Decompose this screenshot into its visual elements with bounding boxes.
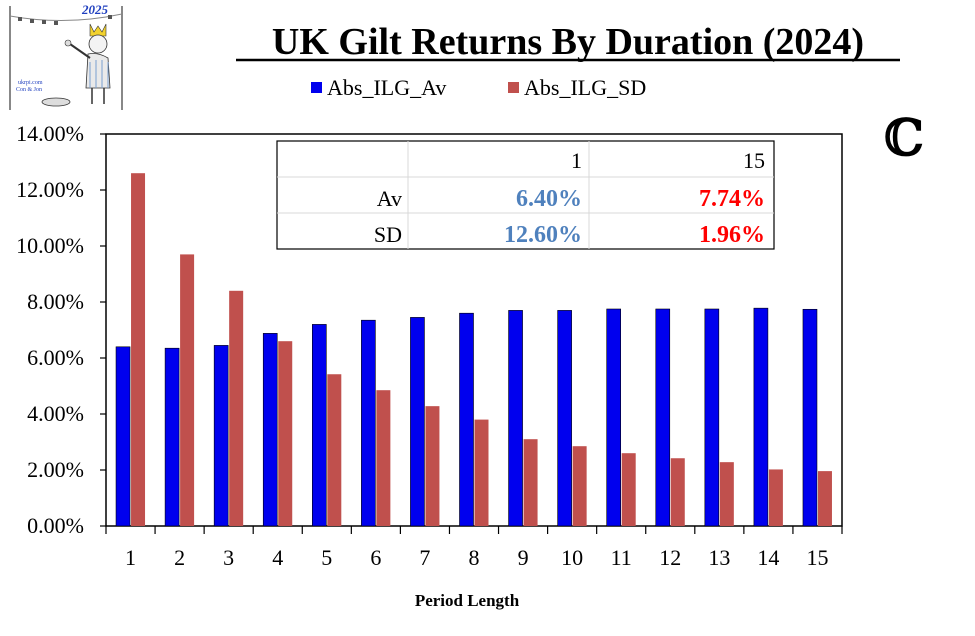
x-tick-label: 12 (659, 545, 681, 570)
bar-abs-ilg-sd (572, 446, 587, 526)
bar-abs-ilg-av (164, 347, 180, 527)
table-cell-av-1: 6.40% (516, 186, 582, 212)
y-tick-label: 4.00% (27, 401, 84, 426)
plot-area (105, 133, 843, 527)
bar-abs-ilg-sd (621, 453, 636, 526)
stats-table: 1 15 Av 6.40% 7.74% SD 12.60% 1.96% (276, 140, 775, 250)
bar-abs-ilg-sd (180, 254, 195, 526)
bar-abs-ilg-sd (131, 173, 146, 526)
table-cell-sd-15: 1.96% (699, 222, 765, 248)
bar-abs-ilg-av (557, 310, 572, 527)
x-tick-label: 6 (370, 545, 381, 570)
table-row-label-sd: SD (374, 222, 402, 247)
table-header-col1: 1 (571, 148, 582, 173)
bar-abs-ilg-av (802, 308, 818, 527)
logo-credit: Con & Jon (16, 87, 42, 93)
bar-abs-ilg-sd (768, 469, 783, 526)
logo-year: 2025 (81, 2, 109, 17)
table-cell-sd-1: 12.60% (504, 222, 582, 248)
bar-abs-ilg-av (606, 308, 622, 527)
bar-abs-ilg-sd (719, 462, 734, 526)
x-axis: 1 2 3 4 5 6 7 8 9 10 11 12 13 14 15 (105, 526, 843, 570)
x-axis-label: Period Length (415, 591, 520, 610)
bar-abs-ilg-av (508, 310, 523, 527)
x-tick-label: 3 (223, 545, 234, 570)
legend-label-sd: Abs_ILG_SD (524, 75, 646, 100)
copyright-mark: ℂ (884, 108, 924, 167)
x-tick-label: 10 (561, 545, 583, 570)
stats-table-frame (276, 140, 775, 250)
y-tick-label: 12.00% (16, 177, 84, 202)
logo-site: ukrpi.com (18, 80, 43, 86)
x-tick-label: 5 (321, 545, 332, 570)
legend: Abs_ILG_Av Abs_ILG_SD (311, 75, 646, 100)
table-header-col2: 15 (743, 148, 765, 173)
x-tick-label: 2 (174, 545, 185, 570)
table-cell-av-15: 7.74% (699, 186, 765, 212)
bar-abs-ilg-sd (376, 390, 391, 526)
x-tick-label: 7 (419, 545, 430, 570)
bar-abs-ilg-sd (523, 439, 538, 526)
x-tick-label: 14 (757, 545, 779, 570)
y-tick-label: 2.00% (27, 457, 84, 482)
bar-abs-ilg-av (655, 308, 671, 527)
bar-abs-ilg-av (410, 317, 425, 527)
bar-abs-ilg-sd (425, 406, 440, 526)
table-row-label-av: Av (377, 186, 402, 211)
x-tick-label: 8 (469, 545, 480, 570)
x-tick-label: 13 (708, 545, 730, 570)
x-tick-label: 1 (125, 545, 136, 570)
x-tick-label: 4 (272, 545, 283, 570)
bar-abs-ilg-av (115, 346, 131, 527)
bars (115, 173, 832, 527)
legend-swatch-av (311, 82, 322, 93)
king-cartoon-logo: 2025 ukrpi.com Con & Jon (9, 2, 123, 110)
bar-abs-ilg-av (213, 345, 229, 527)
bar-abs-ilg-av (753, 307, 769, 527)
y-tick-label: 0.00% (27, 513, 84, 538)
bar-abs-ilg-sd (817, 471, 832, 526)
bar-abs-ilg-sd (229, 290, 244, 526)
bar-abs-ilg-av (704, 308, 720, 527)
bar-abs-ilg-sd (474, 419, 489, 526)
y-axis: 0.00% 2.00% 4.00% 6.00% 8.00% 10.00% 12.00% 14.… (16, 121, 106, 538)
y-tick-label: 6.00% (27, 345, 84, 370)
y-tick-label: 8.00% (27, 289, 84, 314)
bar-abs-ilg-sd (278, 341, 293, 526)
bar-abs-ilg-av (459, 312, 474, 527)
y-tick-label: 14.00% (16, 121, 84, 146)
bar-abs-ilg-av (262, 333, 278, 527)
bar-abs-ilg-av (311, 324, 327, 527)
legend-label-av: Abs_ILG_Av (327, 75, 446, 100)
x-tick-label: 15 (806, 545, 828, 570)
y-tick-label: 10.00% (16, 233, 84, 258)
bar-abs-ilg-sd (670, 458, 685, 526)
x-tick-label: 9 (518, 545, 529, 570)
legend-swatch-sd (508, 82, 519, 93)
bar-abs-ilg-sd (327, 374, 342, 526)
chart-title: UK Gilt Returns By Duration (2024) (272, 21, 864, 63)
x-tick-label: 11 (611, 545, 632, 570)
bar-abs-ilg-av (361, 319, 376, 527)
